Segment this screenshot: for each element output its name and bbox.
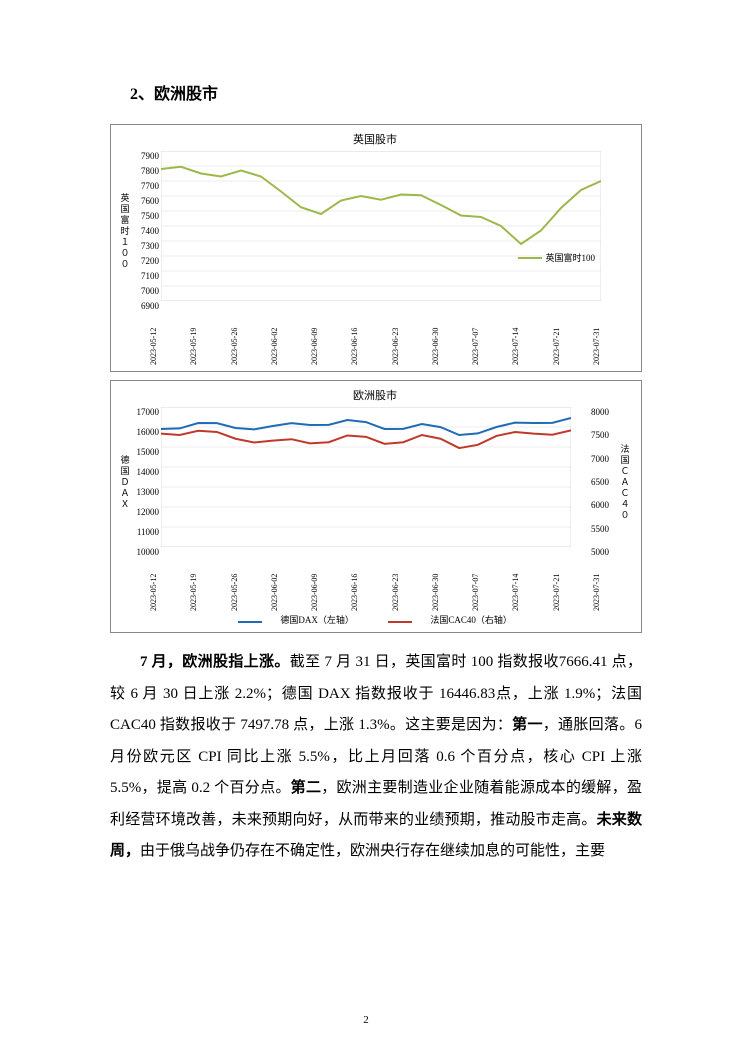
chart2-x-ticks: 2023-05-122023-05-192023-05-262023-06-02… (149, 559, 601, 611)
chart1-x-ticks: 2023-05-122023-05-192023-05-262023-06-02… (149, 313, 601, 365)
chart1-y-ticks: 7900780077007600750074007300720071007000… (127, 151, 159, 311)
chart1-legend: 英国富时100 (518, 251, 595, 264)
page-number: 2 (0, 1014, 732, 1026)
legend-line-icon (238, 621, 262, 623)
chart1-series-name: 英国富时100 (545, 251, 595, 264)
chart2-legend: 德国DAX（左轴） 法国CAC40（右轴） (119, 613, 631, 626)
uk-stock-chart: 英国股市 英国富时１００ 790078007700760075007400730… (110, 124, 642, 372)
legend-line-icon (388, 621, 412, 623)
document-page: 2、欧洲股市 英国股市 英国富时１００ 79007800770076007500… (0, 0, 732, 908)
chart2-legend-item-dax: 德国DAX（左轴） (230, 615, 364, 625)
section-heading: 2、欧洲股市 (130, 80, 642, 104)
chart2-plot (161, 407, 571, 547)
chart1-title: 英国股市 (119, 131, 631, 147)
chart2-y-ticks-left: 1700016000150001400013000120001100010000 (127, 407, 159, 557)
europe-stock-chart: 欧洲股市 德国ＤＡＸ 17000160001500014000130001200… (110, 380, 642, 633)
chart2-title: 欧洲股市 (119, 387, 631, 403)
chart2-y-ticks-right: 8000750070006500600055005000 (591, 407, 623, 557)
chart1-plot (161, 151, 601, 301)
legend-line-icon (518, 257, 542, 259)
body-paragraph: 7 月，欧洲股指上涨。截至 7 月 31 日，英国富时 100 指数报收7666… (110, 647, 642, 868)
chart2-legend-item-cac: 法国CAC40（右轴） (380, 615, 520, 625)
